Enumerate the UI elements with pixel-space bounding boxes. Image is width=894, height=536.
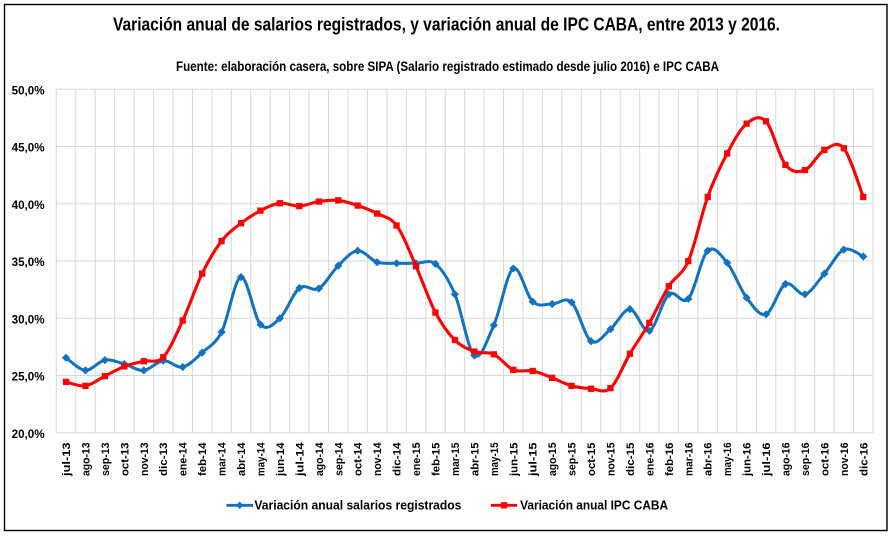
svg-text:sep-16: sep-16: [800, 443, 812, 477]
svg-text:ene-15: ene-15: [411, 443, 423, 477]
svg-text:jul-16: jul-16: [761, 443, 773, 478]
svg-text:Variación anual IPC CABA: Variación anual IPC CABA: [520, 497, 669, 512]
svg-text:may-14: may-14: [256, 442, 268, 476]
svg-text:oct-14: oct-14: [353, 442, 365, 476]
svg-text:mar-16: mar-16: [683, 443, 695, 477]
svg-text:feb-15: feb-15: [431, 443, 443, 477]
svg-text:may-16: may-16: [722, 443, 734, 477]
svg-text:mar-14: mar-14: [217, 442, 229, 476]
svg-text:abr-16: abr-16: [703, 443, 715, 477]
svg-text:sep-15: sep-15: [567, 443, 579, 477]
svg-text:sep-13: sep-13: [100, 443, 112, 477]
svg-text:sep-14: sep-14: [333, 442, 345, 476]
svg-text:ago-16: ago-16: [781, 443, 793, 477]
svg-text:Variación anual de salarios re: Variación anual de salarios registrados,…: [113, 14, 780, 35]
svg-text:oct-13: oct-13: [119, 443, 131, 477]
svg-text:45,0%: 45,0%: [12, 142, 45, 155]
svg-text:abr-15: abr-15: [469, 443, 481, 477]
svg-text:ene-14: ene-14: [178, 442, 190, 476]
svg-text:ago-13: ago-13: [81, 443, 93, 477]
svg-text:oct-16: oct-16: [819, 443, 831, 477]
svg-text:nov-14: nov-14: [372, 442, 384, 476]
svg-text:35,0%: 35,0%: [12, 256, 45, 269]
svg-text:nov-15: nov-15: [606, 443, 618, 477]
svg-text:oct-15: oct-15: [586, 443, 598, 477]
svg-text:ago-14: ago-14: [314, 442, 326, 476]
svg-text:dic-15: dic-15: [625, 443, 637, 477]
svg-text:jun-14: jun-14: [275, 442, 287, 477]
svg-text:Fuente: elaboración casera, so: Fuente: elaboración casera, sobre SIPA (…: [176, 59, 719, 74]
svg-text:ago-15: ago-15: [547, 443, 559, 477]
svg-text:dic-13: dic-13: [158, 443, 170, 477]
svg-text:mar-15: mar-15: [450, 443, 462, 477]
svg-text:dic-14: dic-14: [392, 442, 404, 476]
svg-text:nov-13: nov-13: [139, 443, 151, 477]
svg-text:jun-15: jun-15: [508, 443, 520, 478]
svg-text:jun-16: jun-16: [742, 443, 754, 478]
svg-text:25,0%: 25,0%: [12, 371, 45, 384]
svg-text:30,0%: 30,0%: [12, 313, 45, 326]
svg-text:ene-16: ene-16: [644, 443, 656, 477]
svg-text:jul-15: jul-15: [528, 443, 540, 478]
svg-text:50,0%: 50,0%: [12, 84, 45, 97]
svg-text:nov-16: nov-16: [839, 443, 851, 477]
svg-text:20,0%: 20,0%: [12, 428, 45, 441]
svg-text:jul-14: jul-14: [294, 441, 306, 477]
svg-text:Variación anual salarios regis: Variación anual salarios registrados: [254, 497, 461, 512]
svg-text:dic-16: dic-16: [858, 443, 870, 477]
svg-text:may-15: may-15: [489, 443, 501, 477]
svg-text:abr-14: abr-14: [236, 442, 248, 476]
svg-text:feb-16: feb-16: [664, 443, 676, 477]
svg-text:feb-14: feb-14: [197, 442, 209, 476]
svg-text:40,0%: 40,0%: [12, 199, 45, 212]
svg-text:jul-13: jul-13: [61, 443, 73, 478]
